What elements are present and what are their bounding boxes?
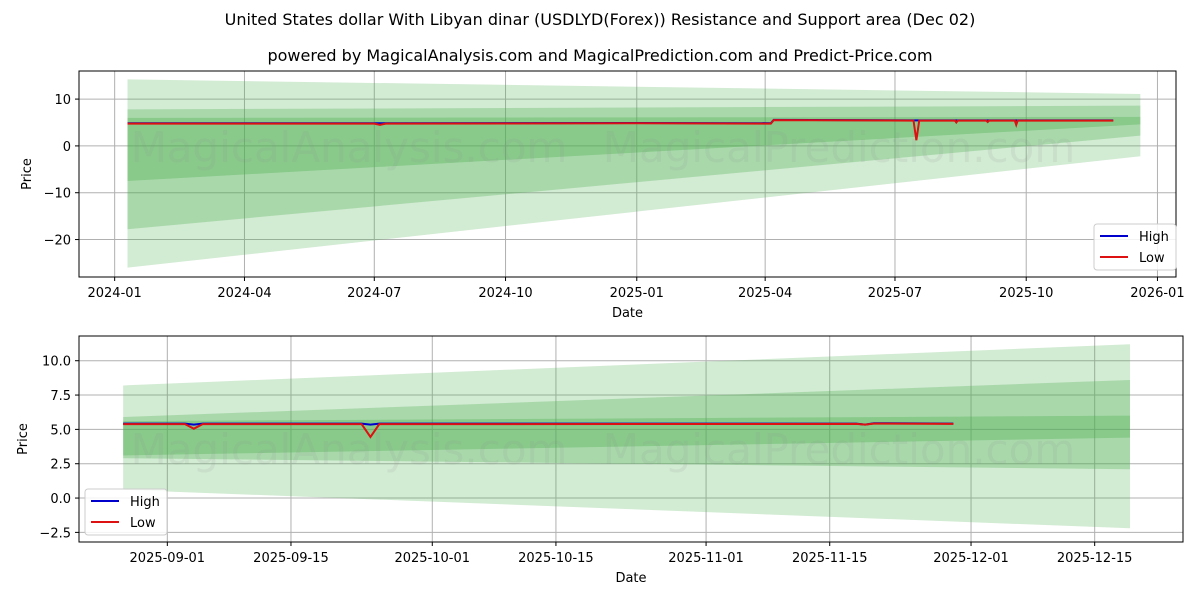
legend: High Low bbox=[84, 488, 168, 536]
x-tick-label: 2026-01 bbox=[1130, 286, 1184, 301]
watermark: MagicalPrediction.com bbox=[603, 123, 1076, 172]
top-chart: MagicalAnalysis.com MagicalPrediction.com… bbox=[20, 70, 1185, 321]
x-tick-label: 2025-09-15 bbox=[253, 551, 329, 566]
band-middle bbox=[127, 105, 1141, 230]
y-tick-label: 5.0 bbox=[50, 423, 71, 438]
x-tick-label: 2025-04 bbox=[738, 286, 792, 301]
series-low-line bbox=[127, 119, 1114, 141]
x-tick-label: 2025-11-01 bbox=[668, 551, 744, 566]
grid bbox=[79, 336, 1183, 542]
x-tick-label: 2025-10-01 bbox=[394, 551, 470, 566]
y-tick-label: 0 bbox=[63, 140, 71, 155]
legend-label-low: Low bbox=[1139, 251, 1165, 266]
y-tick-label: 10 bbox=[54, 93, 71, 108]
x-tick-label: 2025-07 bbox=[868, 286, 922, 301]
y-tick-label: 0.0 bbox=[50, 492, 71, 507]
x-tick-label: 2024-01 bbox=[87, 286, 141, 301]
x-axis-label: Date bbox=[612, 306, 643, 321]
x-tick-label: 2024-10 bbox=[478, 286, 532, 301]
plot-frame bbox=[78, 70, 1177, 278]
legend-label-high: High bbox=[130, 495, 160, 510]
band-inner bbox=[127, 116, 1141, 182]
y-axis-label: Price bbox=[16, 423, 31, 455]
x-tick-label: 2024-07 bbox=[347, 286, 401, 301]
x-tick-label: 2024-04 bbox=[217, 286, 271, 301]
band-outer bbox=[127, 79, 1141, 268]
y-tick-label: −20 bbox=[44, 234, 71, 249]
band-inner bbox=[123, 415, 1131, 456]
x-tick-label: 2025-11-15 bbox=[792, 551, 868, 566]
y-tick-label: −10 bbox=[44, 187, 71, 202]
x-tick-label: 2025-01 bbox=[610, 286, 664, 301]
x-tick-label: 2025-12-15 bbox=[1057, 551, 1133, 566]
legend: High Low bbox=[1093, 223, 1177, 271]
bottom-chart: MagicalAnalysis.com MagicalPrediction.com… bbox=[16, 335, 1184, 586]
watermark: MagicalAnalysis.com bbox=[131, 123, 568, 172]
y-axis-label: Price bbox=[20, 158, 35, 190]
y-tick-label: 10.0 bbox=[42, 355, 71, 370]
plot-frame bbox=[78, 335, 1184, 543]
x-axis-label: Date bbox=[615, 571, 646, 586]
x-tick-label: 2025-10-15 bbox=[518, 551, 594, 566]
x-tick-label: 2025-09-01 bbox=[130, 551, 206, 566]
chart-subtitle: powered by MagicalAnalysis.com and Magic… bbox=[267, 46, 933, 65]
y-tick-label: 7.5 bbox=[50, 389, 71, 404]
chart-title: United States dollar With Libyan dinar (… bbox=[224, 10, 976, 29]
y-tick-label: 2.5 bbox=[50, 458, 71, 473]
x-tick-label: 2025-12-01 bbox=[933, 551, 1009, 566]
watermark: MagicalPrediction.com bbox=[603, 425, 1076, 474]
band-outer bbox=[123, 344, 1131, 529]
legend-label-low: Low bbox=[130, 516, 156, 531]
watermark: MagicalAnalysis.com bbox=[131, 425, 568, 474]
legend-label-high: High bbox=[1139, 230, 1169, 245]
y-tick-label: −2.5 bbox=[39, 526, 71, 541]
grid bbox=[79, 71, 1176, 277]
series-low-line bbox=[123, 422, 954, 439]
x-tick-label: 2025-10 bbox=[999, 286, 1053, 301]
